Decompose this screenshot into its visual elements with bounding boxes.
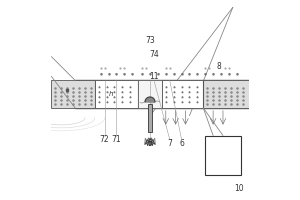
- Text: 5: 5: [148, 139, 152, 148]
- Text: 11: 11: [149, 72, 159, 81]
- Bar: [51, 80, 95, 108]
- Text: 71: 71: [112, 135, 121, 144]
- Text: 7: 7: [167, 139, 172, 148]
- Text: 74: 74: [149, 50, 159, 59]
- Text: 8: 8: [217, 62, 221, 71]
- Bar: [162, 80, 203, 108]
- Bar: [138, 80, 162, 108]
- Bar: [95, 80, 138, 108]
- Text: 73: 73: [145, 36, 155, 45]
- Text: h: h: [108, 91, 113, 97]
- Bar: [203, 80, 249, 108]
- Text: 72: 72: [100, 135, 110, 144]
- Polygon shape: [145, 97, 155, 102]
- Bar: [205, 136, 241, 175]
- Text: 10: 10: [234, 184, 244, 193]
- Text: 6: 6: [179, 139, 184, 148]
- Bar: [148, 104, 152, 132]
